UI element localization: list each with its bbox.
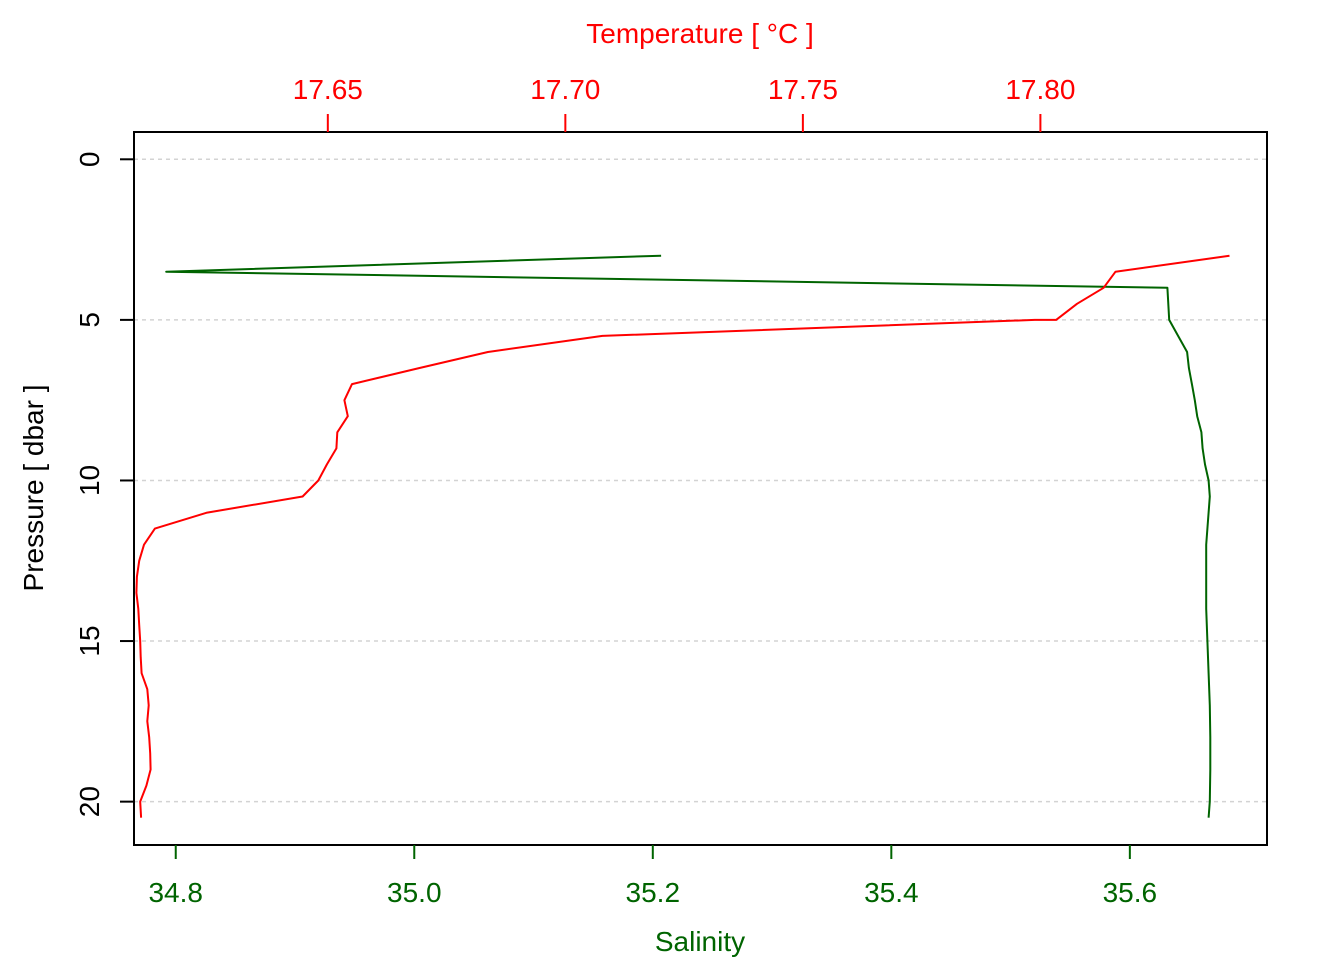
salinity-axis: 34.8 35.0 35.2 35.4 35.6 <box>148 845 1157 908</box>
y-axis: 0 5 10 15 20 <box>74 152 134 817</box>
y-tick-label: 5 <box>74 312 105 328</box>
salinity-tick-label: 35.4 <box>864 877 919 908</box>
grid-lines <box>134 158 1267 803</box>
plot-frame <box>133 131 1268 846</box>
salinity-line <box>165 254 1212 818</box>
y-tick-label: 10 <box>74 465 105 496</box>
salinity-tick-label: 35.2 <box>626 877 681 908</box>
series-lines <box>135 254 1230 818</box>
y-tick-label: 0 <box>74 152 105 168</box>
pressure-axis-title: Pressure [ dbar ] <box>18 385 49 592</box>
salinity-tick-label: 34.8 <box>148 877 203 908</box>
y-tick-label: 20 <box>74 786 105 817</box>
temperature-axis: 17.65 17.70 17.75 17.80 <box>293 74 1075 132</box>
temperature-tick-label: 17.70 <box>530 74 600 105</box>
temperature-tick-label: 17.75 <box>768 74 838 105</box>
salinity-tick-label: 35.0 <box>387 877 442 908</box>
salinity-tick-label: 35.6 <box>1103 877 1158 908</box>
y-tick-label: 15 <box>74 625 105 656</box>
salinity-axis-title: Salinity <box>655 926 745 957</box>
temperature-line <box>135 254 1230 818</box>
temperature-axis-title: Temperature [ °C ] <box>586 18 814 49</box>
temperature-tick-label: 17.65 <box>293 74 363 105</box>
temperature-tick-label: 17.80 <box>1005 74 1075 105</box>
